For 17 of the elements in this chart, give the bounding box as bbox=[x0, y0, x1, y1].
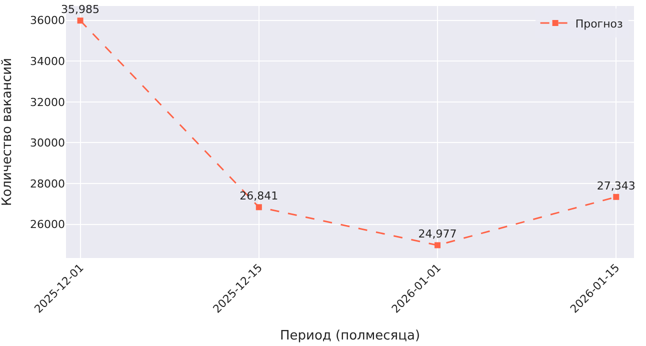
data-label: 24,977 bbox=[418, 228, 457, 241]
y-tick-label: 30000 bbox=[30, 136, 65, 150]
point bbox=[613, 194, 620, 200]
point bbox=[77, 18, 84, 24]
x-axis-title: Период (полмесяца) bbox=[280, 328, 420, 344]
y-tick-label: 36000 bbox=[30, 14, 65, 28]
point bbox=[434, 242, 441, 248]
data-label: 27,343 bbox=[596, 179, 636, 192]
y-axis-title: Количество вакансий bbox=[0, 58, 15, 206]
legend-label: Прогноз bbox=[575, 17, 624, 30]
y-tick-label: 32000 bbox=[30, 96, 65, 109]
data-label: 26,841 bbox=[240, 190, 278, 203]
point bbox=[256, 204, 262, 210]
y-tick-label: 26000 bbox=[30, 218, 65, 232]
data-label: 35,985 bbox=[61, 3, 100, 16]
y-tick-label: 28000 bbox=[30, 177, 65, 190]
y-tick-label: 34000 bbox=[30, 54, 65, 68]
